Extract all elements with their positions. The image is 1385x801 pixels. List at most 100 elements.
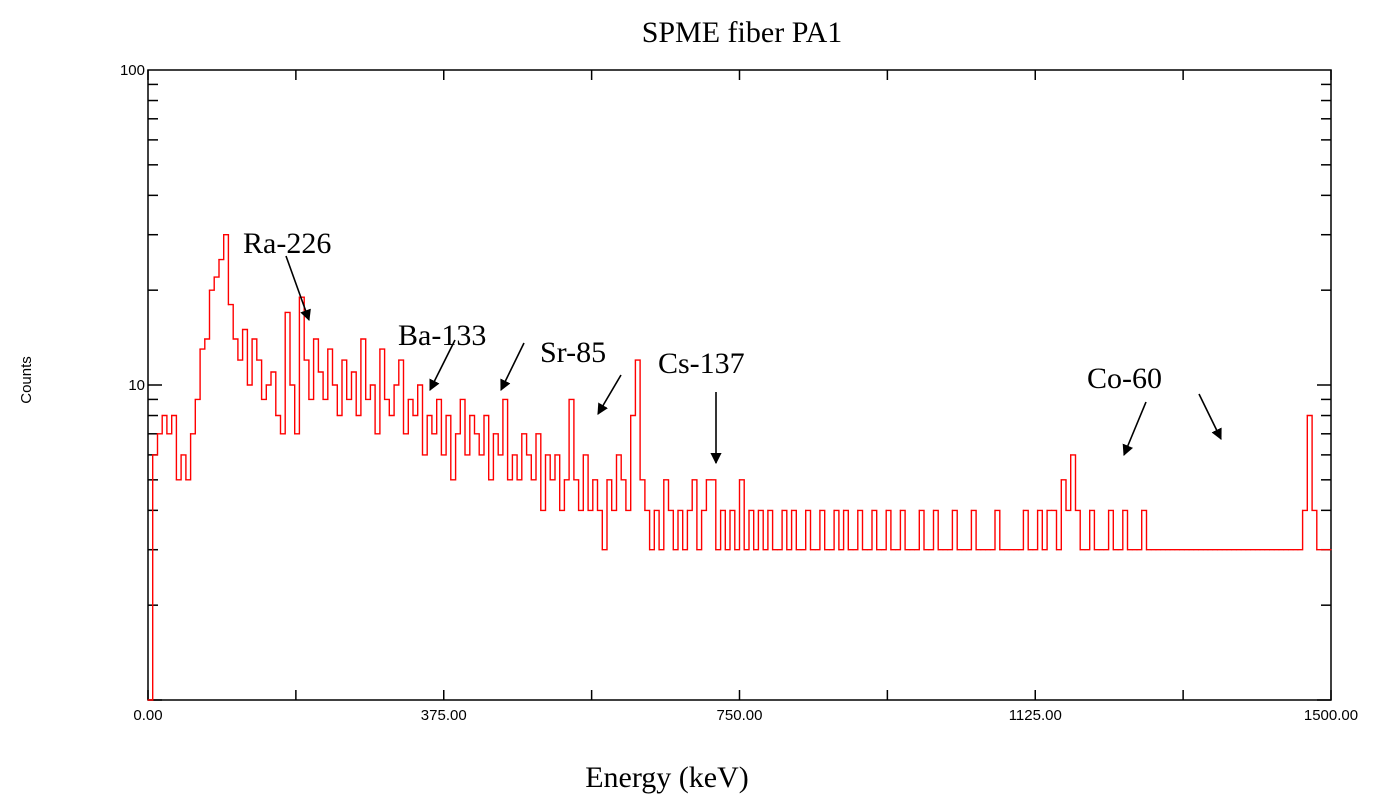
spectrum-point (473, 433, 476, 435)
spectrum-point (767, 509, 769, 511)
isotope-label: Cs-137 (658, 347, 745, 380)
spectrum-point (1027, 549, 1029, 551)
spectrum-point (483, 414, 485, 417)
spectrum-point (161, 414, 163, 417)
spectrum-point (1174, 549, 1176, 551)
spectrum-point (232, 338, 234, 340)
spectrum-point (989, 549, 991, 551)
spectrum-point (175, 479, 177, 481)
x-tick-label: 1500.00 (1304, 707, 1358, 724)
spectrum-point (795, 549, 797, 551)
spectrum-point (611, 509, 613, 511)
spectrum-point (1178, 549, 1181, 551)
spectrum-point (540, 509, 542, 511)
spectrum-point (970, 509, 972, 511)
spectrum-point (322, 398, 324, 401)
spectrum-point (185, 479, 187, 481)
spectrum-point (180, 454, 182, 456)
spectrum-point (1022, 509, 1025, 511)
spectrum-point (686, 509, 689, 511)
spectrum-point (1207, 549, 1209, 551)
spectrum-point (800, 549, 802, 551)
spectrum-point (937, 549, 939, 551)
spectrum-point (379, 348, 381, 350)
x-axis-label: Energy (keV) (585, 761, 749, 794)
isotope-label: Ba-133 (398, 319, 486, 352)
spectrum-point (256, 359, 258, 361)
spectrum-point (492, 433, 495, 435)
spectrum-point (644, 509, 646, 511)
spectrum-point (497, 454, 499, 456)
spectrum-point (246, 384, 248, 386)
spectrum-point (507, 479, 509, 481)
spectrum-point (350, 371, 353, 373)
tick-labels: 0.00 375.00 750.00 1125.00 1500.00 10 100 (120, 62, 1358, 724)
spectrum-point (208, 289, 211, 291)
spectrum-point (648, 549, 651, 551)
spectrum-point (1254, 549, 1256, 551)
spectrum-point (1103, 549, 1105, 551)
spectrum-point (658, 549, 660, 551)
spectrum-point (1141, 509, 1143, 511)
annotation-arrow (500, 342, 525, 392)
spectrum-point (994, 509, 996, 511)
spectrum-point (289, 384, 291, 386)
spectrum-point (147, 699, 149, 701)
spectrum-point (876, 549, 878, 551)
spectrum-point (1041, 549, 1043, 551)
spectrum-point (464, 454, 466, 456)
spectrum-point (279, 433, 282, 435)
spectrum-point (861, 549, 864, 551)
spectrum-point (1032, 549, 1034, 551)
spectrum-point (947, 549, 949, 551)
spectrum-point (857, 509, 859, 511)
spectrum-point (1278, 549, 1280, 551)
spectrum-point (696, 549, 698, 551)
spectrum-point (469, 414, 471, 417)
spectrum-point (388, 414, 390, 417)
spectrum-point (360, 338, 362, 340)
spectrum-point (1226, 549, 1228, 551)
annotation-arrow (597, 374, 622, 415)
isotope-label: Co-60 (1087, 362, 1162, 395)
spectrum-point (899, 509, 901, 511)
spectrum-point (284, 311, 286, 314)
spectrum-point (502, 398, 504, 401)
spectrum-point (1136, 549, 1138, 551)
spectrum-point (341, 359, 343, 361)
spectrum-point (975, 549, 977, 551)
spectrum-point (1306, 414, 1308, 417)
spectrum-point (1311, 509, 1313, 511)
spectrum-point (1283, 549, 1285, 551)
spectrum-point (1060, 479, 1062, 481)
spectrum-point (923, 549, 925, 551)
spectrum-point (1188, 549, 1190, 551)
spectrum-point (677, 509, 679, 511)
spectrum-point (762, 549, 764, 551)
spectrum-point (436, 398, 438, 401)
spectrum-point (1193, 549, 1195, 551)
spectrum-point (833, 509, 835, 511)
spectrum-point (904, 549, 906, 551)
spectrum-point (966, 549, 968, 551)
spectrum-point (516, 479, 518, 481)
spectrum-point (450, 479, 452, 481)
spectrum-point (776, 549, 778, 551)
x-tick-label: 0.00 (133, 707, 162, 724)
spectrum-point (757, 509, 760, 511)
spectrum-point (1325, 549, 1327, 551)
spectrum-point (336, 414, 338, 417)
spectrum-point (866, 549, 868, 551)
spectrum-point (1145, 549, 1148, 551)
spectrum-point (1013, 549, 1015, 551)
spectrum-point (1122, 509, 1124, 511)
spectrum-point (1155, 549, 1157, 551)
spectrum-point (331, 384, 334, 386)
spectrum-point (384, 398, 386, 401)
spectrum-point (601, 549, 603, 551)
spectrum-trace (148, 234, 1331, 701)
spectrum-point (634, 359, 636, 361)
spectrum-point (1320, 549, 1323, 551)
spectrum-point (260, 398, 263, 401)
spectrum-point (1160, 549, 1162, 551)
